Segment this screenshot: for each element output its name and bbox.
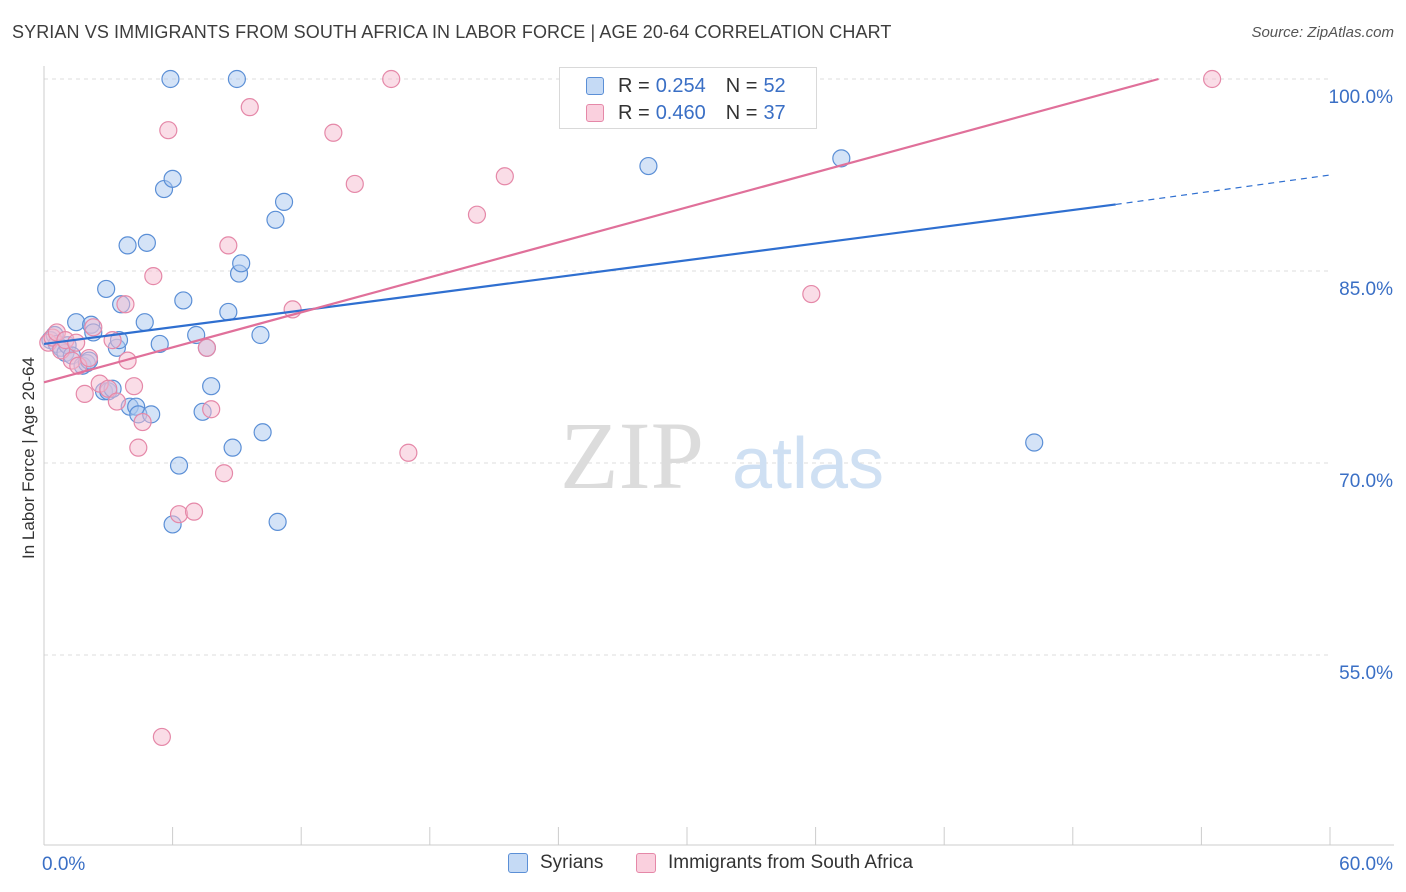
syrians-point (137, 233, 156, 252)
immigrants-point (345, 174, 364, 194)
y-tick-label: 85.0% (1339, 279, 1393, 300)
immigrants-point (67, 333, 86, 352)
legend-r-value: 0.460 (655, 101, 706, 124)
syrians-point (274, 192, 294, 211)
legend-n-label: N = (725, 74, 758, 97)
syrians-point (150, 334, 169, 354)
syrians-point (118, 236, 137, 255)
immigrants-point (214, 464, 234, 483)
series-legend: Syrians Immigrants from South Africa (0, 852, 1406, 876)
immigrants-point (184, 502, 204, 521)
watermark-atlas: atlas (732, 424, 884, 504)
syrians-point (1025, 433, 1044, 452)
syrians-point (251, 325, 270, 345)
syrians-point (232, 254, 251, 273)
y-tick-label: 70.0% (1339, 471, 1393, 492)
correlation-legend: R = 0.254 N = 52 R = 0.460 N = 37 (559, 67, 817, 129)
syrians-point (227, 69, 246, 89)
axis-layer: 100.0% 85.0% 70.0% 55.0% 0.0% 60.0% (42, 66, 1394, 875)
syrians-point (253, 423, 272, 442)
chart-title: SYRIAN VS IMMIGRANTS FROM SOUTH AFRICA I… (12, 22, 892, 42)
syrians-point (219, 302, 238, 322)
legend-swatch-immigrants (586, 104, 604, 122)
syrians-point (135, 313, 154, 332)
syrians-point (169, 456, 189, 475)
legend-swatch-syrians (586, 77, 604, 95)
immigrants-point (107, 392, 126, 411)
legend-n-value: 37 (763, 101, 786, 124)
y-tick-label: 100.0% (1329, 87, 1394, 108)
immigrants-point (219, 236, 238, 255)
legend-item-syrians[interactable]: Syrians (508, 852, 603, 874)
legend-swatch-immigrants (636, 853, 656, 873)
syrians-point (639, 156, 658, 176)
syrians-trend-extension (1115, 174, 1331, 206)
syrians-point (161, 69, 180, 89)
x-tick-label: 60.0% (1339, 854, 1393, 875)
immigrants-point (382, 69, 401, 89)
immigrants-point (495, 167, 514, 186)
immigrants-point (129, 438, 148, 457)
source-credit: Source: ZipAtlas.com (1251, 24, 1394, 41)
legend-r-label: R = (618, 74, 650, 97)
legend-r-value: 0.254 (655, 74, 706, 97)
immigrants-point (84, 318, 103, 337)
y-axis-label: In Labor Force | Age 20-64 (19, 357, 38, 559)
syrians-point (266, 210, 285, 229)
syrians-point (832, 149, 851, 168)
legend-n-label: N = (725, 101, 758, 124)
series-immigrants (39, 69, 1222, 747)
watermark-zip: ZIP (560, 402, 704, 509)
immigrants-point (159, 121, 178, 140)
immigrants-trend-line (43, 77, 1159, 384)
syrians-point (174, 291, 193, 310)
syrians-point (163, 169, 182, 188)
immigrants-point (133, 412, 152, 432)
immigrants-point (75, 384, 94, 403)
legend-label-syrians: Syrians (540, 852, 604, 873)
y-tick-label: 55.0% (1339, 663, 1393, 684)
legend-label-immigrants: Immigrants from South Africa (668, 852, 913, 873)
syrians-point (202, 377, 221, 396)
syrians-point (97, 279, 116, 299)
watermark: ZIP atlas (560, 402, 884, 509)
immigrants-point (169, 505, 189, 524)
immigrants-point (197, 338, 216, 357)
legend-item-immigrants[interactable]: Immigrants from South Africa (636, 852, 913, 874)
legend-n-value: 52 (763, 74, 786, 97)
grid-layer (44, 78, 1330, 656)
immigrants-point (124, 377, 144, 396)
legend-row-immigrants: R = 0.460 N = 37 (586, 100, 786, 126)
syrians-point (268, 512, 287, 531)
immigrants-point (99, 379, 118, 398)
immigrants-point (79, 348, 99, 368)
legend-swatch-syrians (508, 853, 528, 873)
immigrants-point (802, 284, 821, 304)
x-tick-label: 0.0% (42, 854, 85, 875)
immigrants-point (144, 267, 163, 286)
syrians-point (67, 313, 86, 332)
legend-row-syrians: R = 0.254 N = 52 (586, 73, 786, 99)
immigrants-point (467, 205, 487, 224)
trend-layer (43, 77, 1331, 384)
immigrants-point (202, 400, 221, 419)
series-syrians (41, 69, 1044, 534)
immigrants-point (152, 727, 171, 747)
immigrants-point (240, 98, 259, 117)
legend-r-label: R = (618, 101, 650, 124)
syrians-point (223, 438, 242, 457)
immigrants-point (324, 123, 343, 142)
immigrants-point (116, 295, 135, 314)
immigrants-point (1203, 69, 1222, 89)
syrians-trend-line (43, 203, 1116, 346)
immigrants-point (399, 443, 418, 462)
